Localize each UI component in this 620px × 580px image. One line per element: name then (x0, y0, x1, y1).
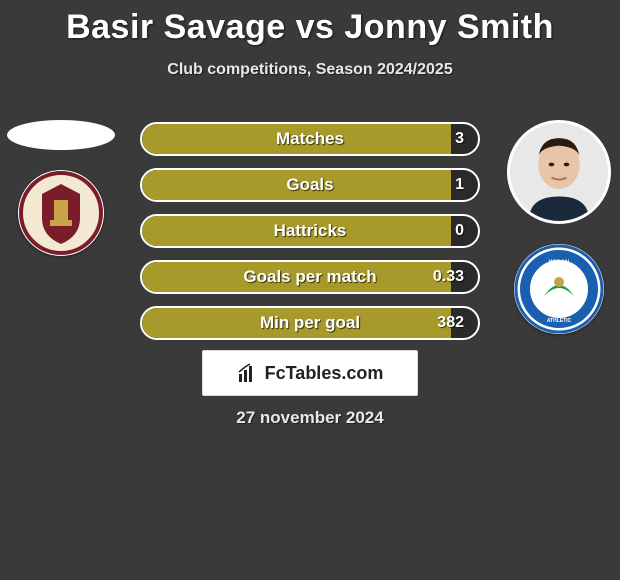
svg-text:ATHLETIC: ATHLETIC (547, 318, 572, 324)
stat-value: 3 (455, 130, 464, 148)
avatar-icon (510, 123, 608, 221)
right-player-column: WIGAN ATHLETIC (504, 120, 614, 334)
stat-row-min-per-goal: Min per goal 382 (140, 306, 480, 340)
stat-row-goals: Goals 1 (140, 168, 480, 202)
stat-label: Min per goal (142, 313, 478, 333)
stat-label: Goals per match (142, 267, 478, 287)
left-player-column (6, 120, 116, 256)
club-badge-icon (18, 170, 104, 256)
stat-label: Matches (142, 129, 478, 149)
right-club-badge: WIGAN ATHLETIC (514, 244, 604, 334)
stat-label: Goals (142, 175, 478, 195)
stat-value: 0 (455, 222, 464, 240)
stats-container: Matches 3 Goals 1 Hattricks 0 Goals per … (140, 122, 480, 340)
stat-value: 382 (437, 314, 464, 332)
stat-value: 1 (455, 176, 464, 194)
stat-label: Hattricks (142, 221, 478, 241)
stat-row-hattricks: Hattricks 0 (140, 214, 480, 248)
stat-value: 0.33 (433, 268, 464, 286)
page-title: Basir Savage vs Jonny Smith (0, 0, 620, 47)
subtitle: Club competitions, Season 2024/2025 (0, 61, 620, 79)
stat-row-matches: Matches 3 (140, 122, 480, 156)
brand-text: FcTables.com (265, 363, 384, 384)
right-player-avatar (507, 120, 611, 224)
left-player-avatar (7, 120, 115, 150)
date-text: 27 november 2024 (0, 408, 620, 428)
chart-icon (237, 362, 259, 384)
club-badge-icon: WIGAN ATHLETIC (514, 244, 604, 334)
svg-text:WIGAN: WIGAN (549, 260, 570, 266)
stat-row-goals-per-match: Goals per match 0.33 (140, 260, 480, 294)
brand-box: FcTables.com (202, 350, 418, 396)
left-club-badge (18, 170, 104, 256)
